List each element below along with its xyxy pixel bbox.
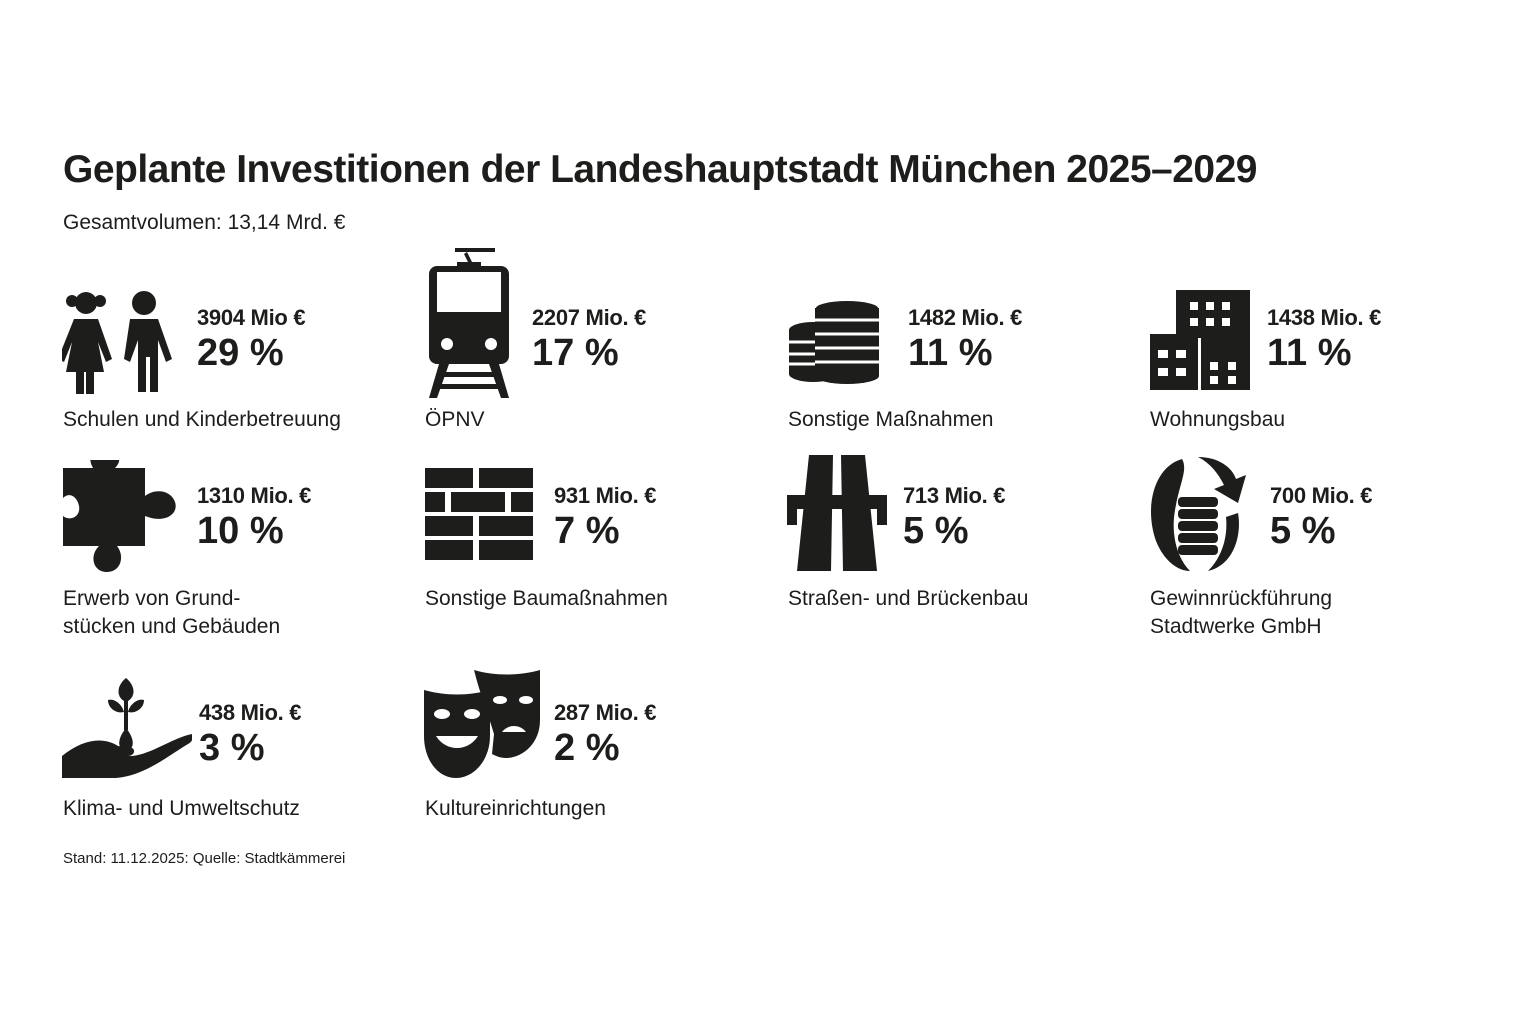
item-percent: 3 % — [199, 727, 265, 769]
coins-icon — [787, 300, 883, 384]
item-amount: 287 Mio. € — [554, 700, 657, 725]
item-value: 287 Mio. € 2 % — [554, 700, 656, 768]
item-percent: 10 % — [197, 510, 284, 552]
item-amount: 931 Mio. € — [554, 483, 657, 508]
item-percent: 17 % — [532, 332, 619, 374]
item-amount: 3904 Mio € — [197, 305, 306, 330]
item-percent: 2 % — [554, 727, 620, 769]
buildings-icon — [1150, 290, 1250, 390]
item-amount: 438 Mio. € — [199, 700, 302, 725]
highway-bridge-icon — [787, 455, 887, 571]
item-value: 1438 Mio. € 11 % — [1267, 305, 1381, 373]
item-percent: 11 % — [908, 332, 993, 374]
tram-icon — [427, 248, 511, 398]
children-icon — [62, 289, 172, 394]
coin-cycle-icon — [1148, 457, 1248, 573]
item-amount: 2207 Mio. € — [532, 305, 647, 330]
item-label: Wohnungsbau — [1150, 408, 1286, 431]
item-label: Schulen und Kinderbetreuung — [63, 408, 341, 431]
item-amount: 1310 Mio. € — [197, 483, 312, 508]
item-label: Kultureinrichtungen — [425, 797, 606, 820]
item-label: Klima- und Umweltschutz — [63, 797, 300, 820]
item-label: Erwerb von Grund- stücken und Gebäuden — [63, 587, 281, 638]
item-amount: 1482 Mio. € — [908, 305, 1023, 330]
item-value: 438 Mio. € 3 % — [199, 700, 301, 768]
item-label: Straßen- und Brückenbau — [788, 587, 1029, 610]
item-label: Gewinnrückführung Stadtwerke GmbH — [1150, 587, 1333, 638]
item-label: ÖPNV — [425, 408, 485, 431]
item-value: 1310 Mio. € 10 % — [197, 483, 311, 551]
item-value: 700 Mio. € 5 % — [1270, 483, 1372, 551]
item-percent: 11 % — [1267, 332, 1352, 374]
puzzle-icon — [63, 460, 188, 582]
item-value: 3904 Mio € 29 % — [197, 305, 306, 374]
item-amount: 713 Mio. € — [903, 483, 1006, 508]
theater-masks-icon — [424, 670, 540, 780]
item-value: 931 Mio. € 7 % — [554, 483, 656, 551]
page-title: Geplante Investitionen der Landeshauptst… — [63, 148, 1258, 191]
bricks-icon — [425, 468, 533, 560]
footnote: Stand: 11.12.2025: Quelle: Stadtkämmerei — [63, 850, 346, 867]
hand-plant-icon — [62, 670, 192, 786]
item-percent: 29 % — [197, 332, 284, 374]
item-percent: 5 % — [903, 510, 969, 552]
item-percent: 5 % — [1270, 510, 1336, 552]
item-value: 713 Mio. € 5 % — [903, 483, 1005, 551]
item-amount: 1438 Mio. € — [1267, 305, 1382, 330]
item-label: Sonstige Maßnahmen — [788, 408, 994, 431]
item-amount: 700 Mio. € — [1270, 483, 1373, 508]
item-label: Sonstige Baumaßnahmen — [425, 587, 668, 610]
item-value: 2207 Mio. € 17 % — [532, 305, 646, 373]
item-value: 1482 Mio. € 11 % — [908, 305, 1022, 373]
subtitle: Gesamtvolumen: 13,14 Mrd. € — [63, 211, 346, 234]
item-percent: 7 % — [554, 510, 620, 552]
